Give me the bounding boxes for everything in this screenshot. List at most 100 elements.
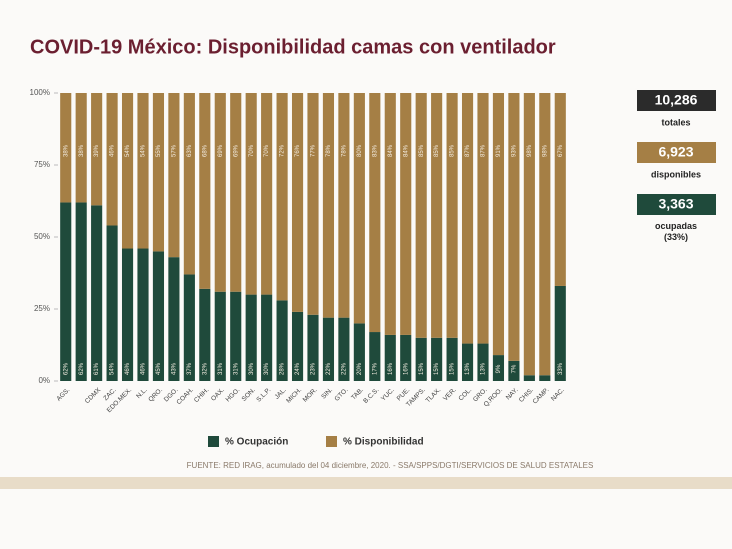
value-label: 46% xyxy=(141,362,147,375)
bar-segment xyxy=(75,202,87,381)
value-label: 78% xyxy=(326,144,332,157)
value-label: 37% xyxy=(187,362,193,375)
bar-segment xyxy=(384,93,396,335)
value-label: 57% xyxy=(171,144,177,157)
value-label: 54% xyxy=(141,144,147,157)
summary-box xyxy=(637,194,716,215)
value-label: 15% xyxy=(450,362,456,375)
value-label: 20% xyxy=(357,362,363,375)
bar-segment xyxy=(322,93,335,318)
bar-segment xyxy=(60,93,72,203)
summary-caption: disponibles xyxy=(651,169,701,179)
bar-segment xyxy=(369,93,381,333)
value-label: 87% xyxy=(465,144,471,157)
summary-value: 10,286 xyxy=(655,92,698,108)
bar-segment xyxy=(261,93,273,295)
bar-segment xyxy=(415,337,427,381)
value-label: 24% xyxy=(295,362,301,375)
bar-segment xyxy=(291,93,304,312)
value-label: 85% xyxy=(450,144,456,157)
value-label: 63% xyxy=(187,144,193,157)
bar-segment xyxy=(338,93,350,318)
value-label: 9% xyxy=(496,364,502,373)
bar-segment xyxy=(137,93,149,249)
bar-segment xyxy=(199,288,211,381)
bar-segment xyxy=(369,332,381,381)
value-label: 33% xyxy=(558,362,564,375)
bar-segment xyxy=(168,93,180,258)
bar-segment xyxy=(400,93,412,335)
footer-source: FUENTE: RED IRAG, acumulado del 04 dicie… xyxy=(187,461,594,470)
bar-segment xyxy=(75,93,87,203)
bar-segment xyxy=(461,93,474,344)
value-label: 69% xyxy=(233,144,239,157)
bar-segment xyxy=(307,93,319,315)
legend-label: % Ocupación xyxy=(225,437,288,448)
bar-segment xyxy=(121,248,134,381)
bar-segment xyxy=(230,93,242,292)
bar-segment xyxy=(384,334,396,381)
value-label: 45% xyxy=(156,362,162,375)
legend-label: % Disponibilidad xyxy=(343,437,424,448)
value-label: 7% xyxy=(511,364,517,373)
value-label: 69% xyxy=(218,144,224,157)
value-label: 28% xyxy=(280,362,286,375)
bar-segment xyxy=(214,93,226,292)
value-label: 62% xyxy=(63,362,69,375)
bar-segment xyxy=(276,300,288,381)
bar-segment xyxy=(477,343,489,381)
value-label: 46% xyxy=(110,144,116,157)
bar-segment xyxy=(183,93,195,275)
bar-segment xyxy=(261,294,273,381)
value-label: 22% xyxy=(341,362,347,375)
bar-segment xyxy=(168,257,180,381)
value-label: 61% xyxy=(94,362,100,375)
bar-segment xyxy=(106,225,118,381)
value-label: 13% xyxy=(481,362,487,375)
value-label: 16% xyxy=(403,362,409,375)
value-label: 91% xyxy=(496,144,502,157)
value-label: 31% xyxy=(233,362,239,375)
value-label: 46% xyxy=(125,362,131,375)
value-label: 39% xyxy=(94,144,100,157)
value-label: 54% xyxy=(125,144,131,157)
bar-segment xyxy=(523,375,535,381)
bar-segment xyxy=(199,93,211,289)
y-tick-label: 25% xyxy=(34,304,50,313)
value-label: 76% xyxy=(295,144,301,157)
bar-segment xyxy=(523,93,535,376)
bar-segment xyxy=(415,93,427,338)
value-label: 62% xyxy=(79,362,85,375)
bar-segment xyxy=(446,93,458,338)
value-label: 85% xyxy=(434,144,440,157)
bar-segment xyxy=(353,323,365,381)
value-label: 67% xyxy=(558,144,564,157)
value-label: 87% xyxy=(481,144,487,157)
bar-segment xyxy=(461,343,474,381)
bar-segment xyxy=(230,291,242,381)
summary-box xyxy=(637,90,716,111)
bar-segment xyxy=(307,314,319,381)
bar-segment xyxy=(322,317,335,381)
value-label: 80% xyxy=(357,144,363,157)
footer-band xyxy=(0,477,732,489)
bar-segment xyxy=(554,285,566,381)
value-label: 13% xyxy=(465,362,471,375)
value-label: 16% xyxy=(388,362,394,375)
bar-segment xyxy=(106,93,118,226)
bar-segment xyxy=(554,93,566,286)
summary-value: 6,923 xyxy=(658,144,693,160)
legend-swatch xyxy=(326,436,337,447)
value-label: 84% xyxy=(388,144,394,157)
value-label: 98% xyxy=(527,144,533,157)
bar-segment xyxy=(477,93,489,344)
bar-segment xyxy=(431,337,443,381)
y-tick-label: 0% xyxy=(38,376,50,385)
value-label: 78% xyxy=(341,144,347,157)
value-label: 93% xyxy=(511,144,517,157)
bar-segment xyxy=(152,251,165,381)
value-label: 30% xyxy=(249,362,255,375)
value-label: 15% xyxy=(419,362,425,375)
value-label: 38% xyxy=(63,144,69,157)
